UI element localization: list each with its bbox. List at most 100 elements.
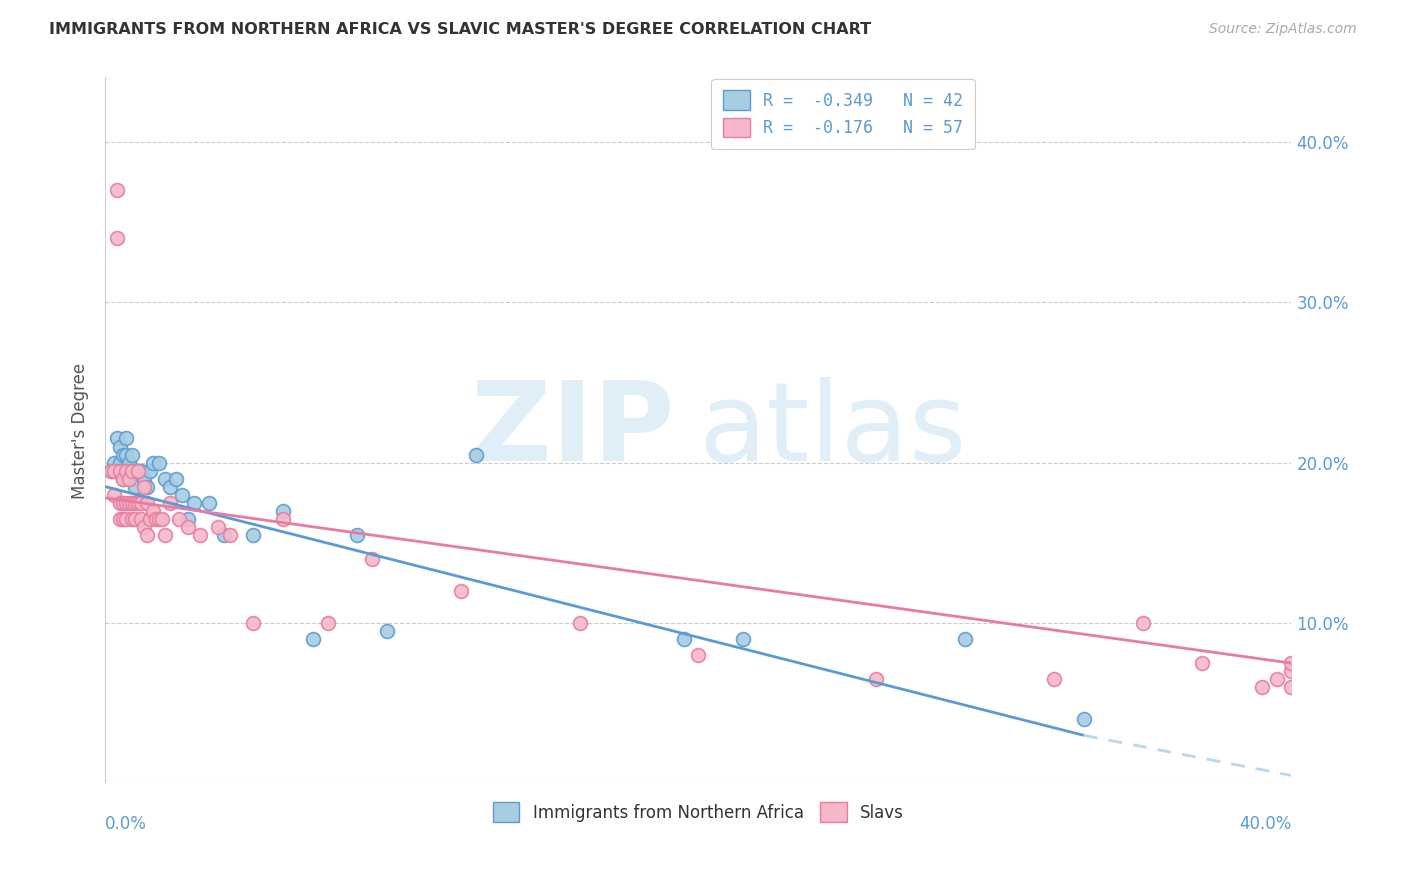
Point — [118, 496, 141, 510]
Point — [121, 472, 143, 486]
Point — [450, 583, 472, 598]
Point — [115, 464, 138, 478]
Point — [153, 528, 176, 542]
Point — [121, 464, 143, 478]
Point — [135, 496, 157, 510]
Point — [375, 624, 398, 638]
Point — [142, 456, 165, 470]
Point — [111, 472, 134, 486]
Point — [121, 512, 143, 526]
Point — [115, 512, 138, 526]
Y-axis label: Master's Degree: Master's Degree — [72, 362, 89, 499]
Point — [108, 512, 131, 526]
Point — [1281, 680, 1303, 694]
Legend: Immigrants from Northern Africa, Slavs: Immigrants from Northern Africa, Slavs — [482, 792, 914, 831]
Point — [188, 528, 211, 542]
Point — [127, 464, 149, 478]
Point — [148, 512, 170, 526]
Point — [121, 448, 143, 462]
Point — [124, 512, 146, 526]
Point — [1265, 672, 1288, 686]
Point — [301, 632, 323, 646]
Point — [100, 464, 122, 478]
Point — [108, 456, 131, 470]
Point — [865, 672, 887, 686]
Point — [688, 648, 710, 662]
Point — [148, 456, 170, 470]
Point — [731, 632, 754, 646]
Point — [111, 512, 134, 526]
Point — [242, 615, 264, 630]
Point — [108, 440, 131, 454]
Point — [271, 512, 294, 526]
Point — [103, 456, 125, 470]
Point — [100, 464, 122, 478]
Point — [132, 472, 155, 486]
Point — [172, 488, 194, 502]
Point — [111, 448, 134, 462]
Point — [165, 472, 187, 486]
Point — [198, 496, 221, 510]
Point — [271, 504, 294, 518]
Point — [346, 528, 368, 542]
Point — [124, 496, 146, 510]
Point — [207, 520, 229, 534]
Point — [105, 231, 128, 245]
Text: 40.0%: 40.0% — [1239, 815, 1292, 833]
Point — [1132, 615, 1154, 630]
Point — [129, 496, 152, 510]
Point — [169, 512, 191, 526]
Point — [242, 528, 264, 542]
Point — [118, 472, 141, 486]
Point — [183, 496, 205, 510]
Point — [127, 496, 149, 510]
Point — [129, 464, 152, 478]
Point — [212, 528, 235, 542]
Point — [105, 432, 128, 446]
Point — [1043, 672, 1066, 686]
Point — [145, 512, 167, 526]
Point — [115, 432, 138, 446]
Point — [177, 520, 200, 534]
Point — [218, 528, 240, 542]
Point — [955, 632, 977, 646]
Point — [105, 183, 128, 197]
Point — [127, 464, 149, 478]
Point — [111, 472, 134, 486]
Point — [103, 464, 125, 478]
Point — [1191, 656, 1213, 670]
Point — [177, 512, 200, 526]
Point — [361, 552, 384, 566]
Point — [111, 496, 134, 510]
Point — [115, 448, 138, 462]
Point — [1250, 680, 1272, 694]
Point — [118, 456, 141, 470]
Point — [153, 472, 176, 486]
Point — [132, 480, 155, 494]
Point — [103, 488, 125, 502]
Point — [138, 464, 160, 478]
Point — [135, 480, 157, 494]
Point — [672, 632, 695, 646]
Point — [105, 464, 128, 478]
Point — [464, 448, 486, 462]
Point — [159, 496, 181, 510]
Point — [115, 496, 138, 510]
Text: ZIP: ZIP — [471, 377, 675, 484]
Point — [108, 464, 131, 478]
Point — [121, 496, 143, 510]
Point — [159, 480, 181, 494]
Text: Source: ZipAtlas.com: Source: ZipAtlas.com — [1209, 22, 1357, 37]
Text: 0.0%: 0.0% — [105, 815, 148, 833]
Point — [108, 464, 131, 478]
Point — [132, 520, 155, 534]
Point — [1281, 656, 1303, 670]
Point — [142, 504, 165, 518]
Point — [124, 480, 146, 494]
Text: IMMIGRANTS FROM NORTHERN AFRICA VS SLAVIC MASTER'S DEGREE CORRELATION CHART: IMMIGRANTS FROM NORTHERN AFRICA VS SLAVI… — [49, 22, 872, 37]
Point — [568, 615, 591, 630]
Point — [1073, 712, 1095, 726]
Point — [1281, 664, 1303, 678]
Point — [129, 512, 152, 526]
Point — [138, 512, 160, 526]
